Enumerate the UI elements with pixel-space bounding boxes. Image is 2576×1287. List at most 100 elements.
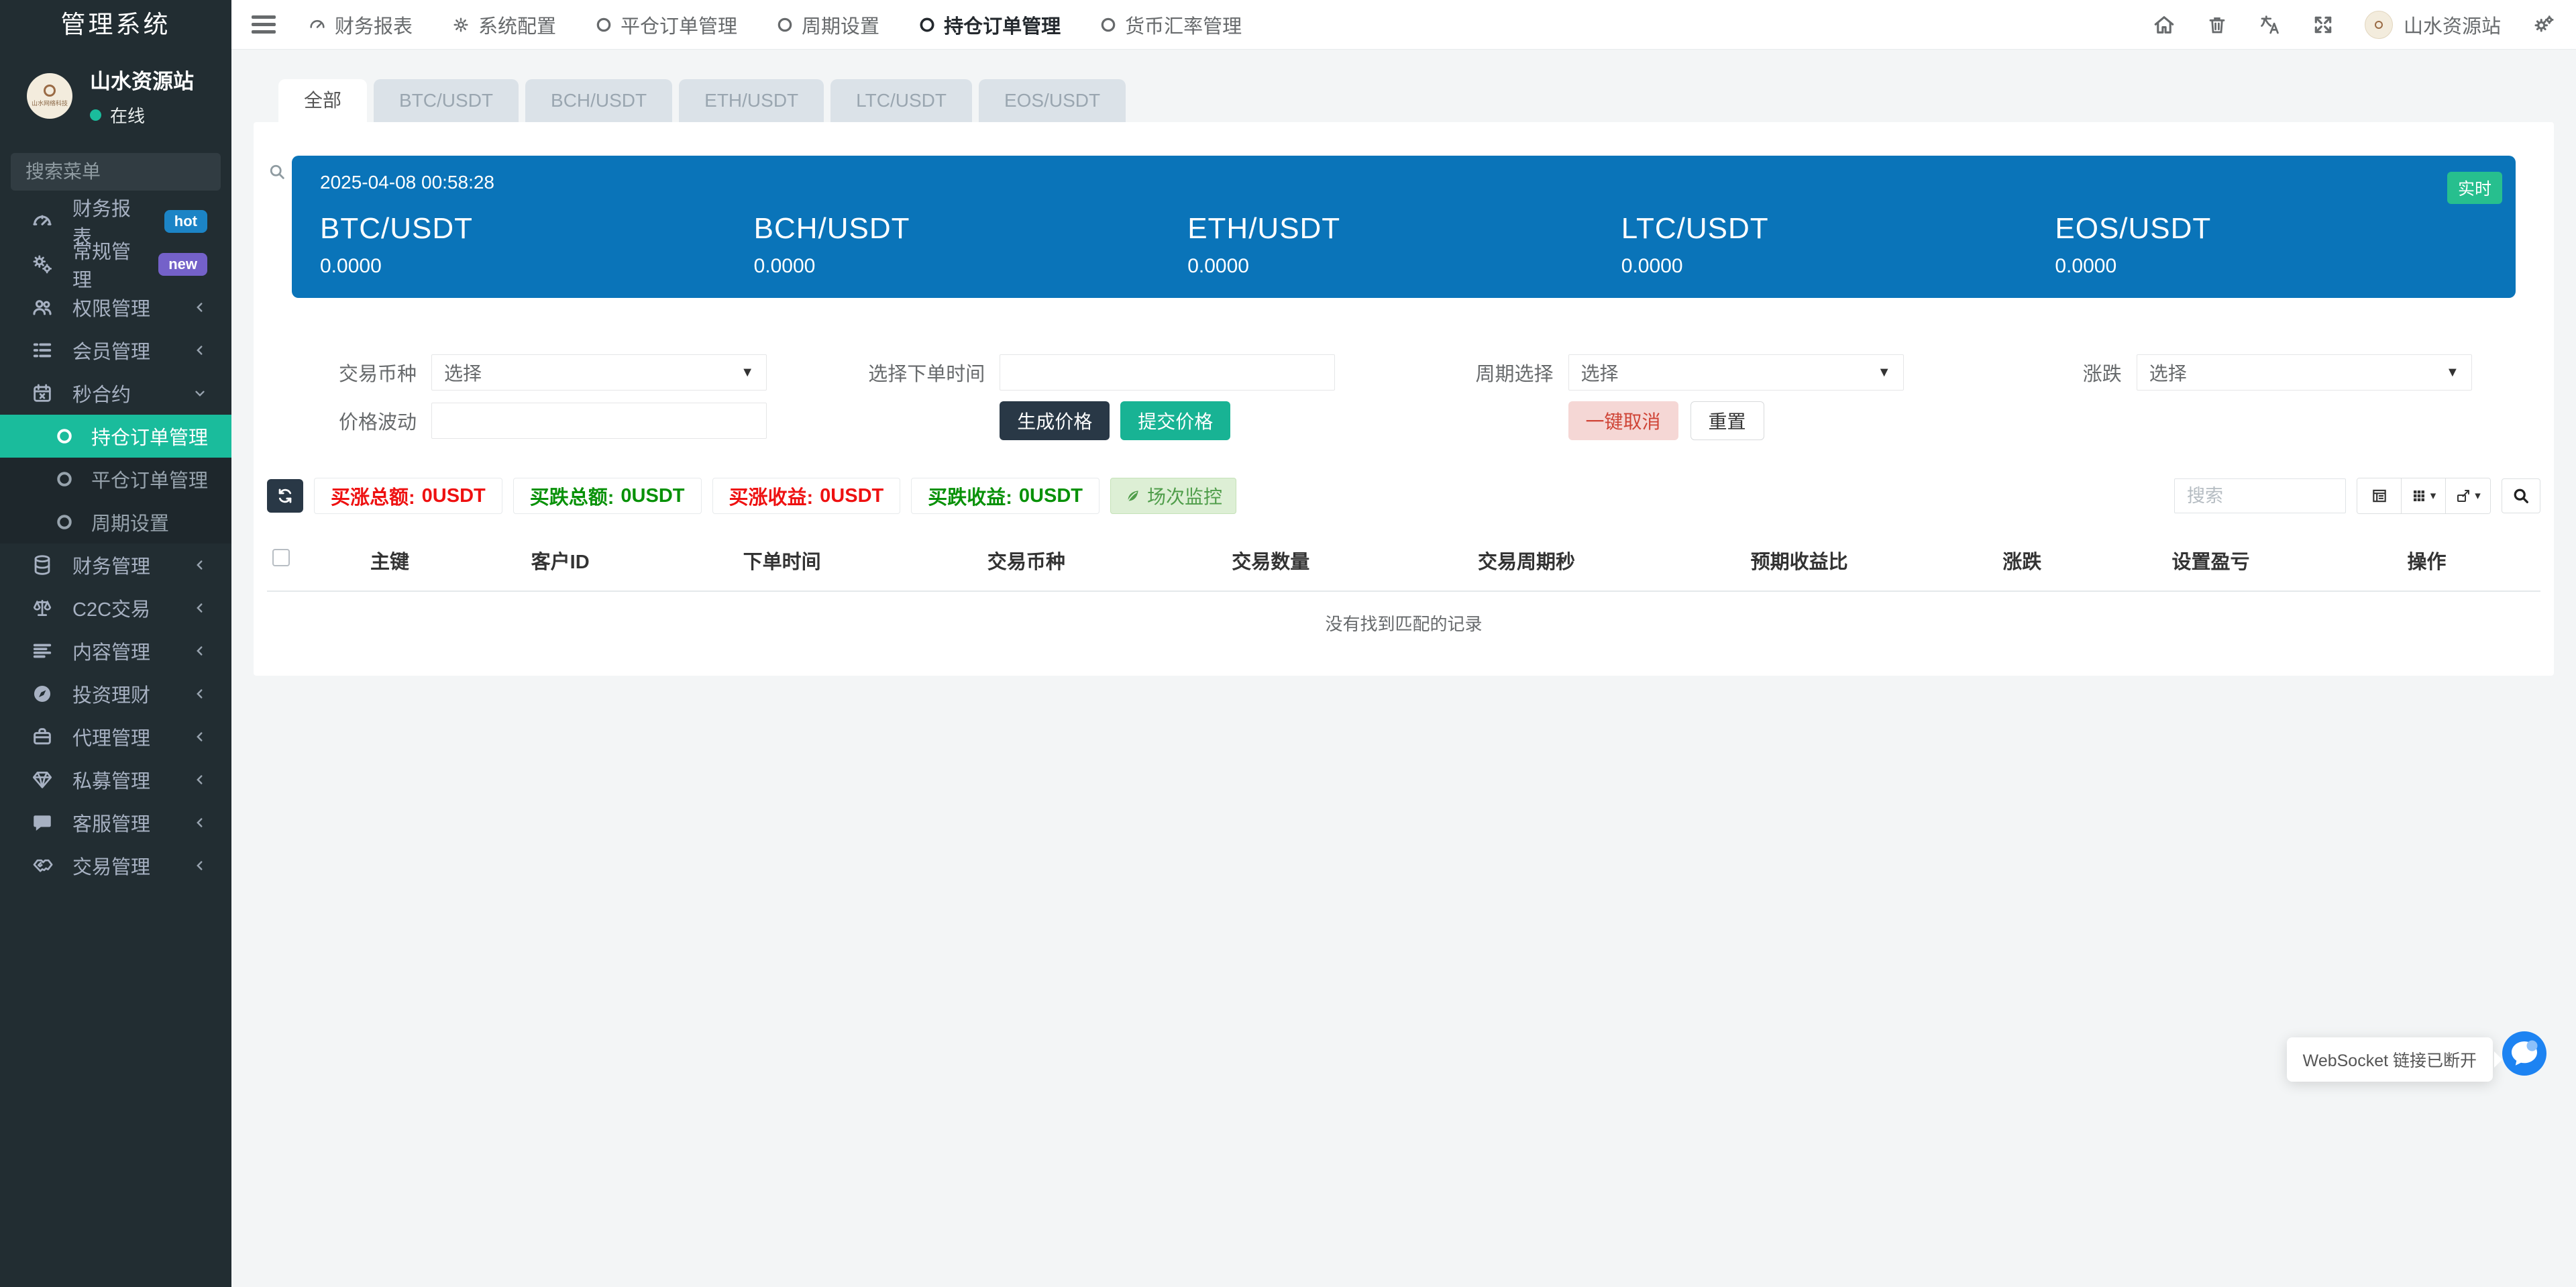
dashboard-icon — [33, 215, 52, 225]
chevron-left-icon — [197, 646, 203, 656]
reset-button[interactable]: 重置 — [1690, 401, 1764, 440]
tab-btc-usdt[interactable]: BTC/USDT — [374, 79, 519, 122]
tab-all[interactable]: 全部 — [278, 79, 368, 122]
export-button[interactable]: ▾ — [2446, 478, 2490, 513]
sidebar-item-holding-orders[interactable]: 持仓订单管理 — [0, 415, 231, 458]
topnav-item-system-config[interactable]: 系统配置 — [451, 11, 556, 39]
live-badge: 实时 — [2447, 172, 2502, 204]
topbar-user-menu[interactable]: 山水资源站 — [2364, 10, 2501, 39]
sidebar-item-support[interactable]: 客服管理 — [0, 801, 231, 844]
sidebar-item-period-settings[interactable]: 周期设置 — [0, 501, 231, 544]
hot-badge: hot — [164, 210, 207, 233]
menu-search-input[interactable] — [25, 161, 268, 183]
col-order-time: 下单时间 — [662, 533, 902, 592]
translate-icon[interactable] — [2259, 13, 2282, 36]
online-status-dot — [90, 109, 101, 121]
pair-quote: EOS/USDT 0.0000 — [2055, 212, 2489, 278]
topnav-item-label: 持仓订单管理 — [944, 15, 1061, 38]
refresh-icon — [278, 488, 292, 503]
tab-ltc-usdt[interactable]: LTC/USDT — [830, 79, 972, 122]
chat-widget-button[interactable] — [2502, 1031, 2546, 1076]
sidebar-item-finance-report[interactable]: 财务报表 hot — [0, 199, 231, 248]
sidebar-item-agent[interactable]: 代理管理 — [0, 715, 231, 758]
sidebar-item-trade-mgmt[interactable]: 交易管理 — [0, 844, 231, 887]
stats-toolbar: 买涨总额: 0USDT 买跌总额: 0USDT 买涨收益: 0USDT 买跌收益: 0U… — [267, 478, 2540, 514]
topbar: 财务报表 系统配置 平仓订单管理 周期设置 持仓订单管理 货币汇率管理 — [231, 0, 2576, 50]
topnav-item-exchange-rate[interactable]: 货币汇率管理 — [1099, 11, 1242, 39]
sidebar-item-label: 私募管理 — [72, 771, 151, 792]
pair-name: BTC/USDT — [320, 212, 473, 245]
sidebar-item-general[interactable]: 常规管理 new — [0, 242, 231, 291]
price-wave-input[interactable] — [431, 403, 767, 439]
price-wave-label: 价格波动 — [338, 412, 417, 433]
tab-eth-usdt[interactable]: ETH/USDT — [679, 79, 824, 122]
sidebar-item-content[interactable]: 内容管理 — [0, 629, 231, 672]
stat-buy-up-total: 买涨总额: 0USDT — [314, 478, 502, 514]
pair-value: 0.0000 — [2055, 255, 2117, 277]
sidebar-item-c2c[interactable]: C2C交易 — [0, 586, 231, 629]
pair-name: BCH/USDT — [753, 212, 910, 245]
sidebar-item-investment[interactable]: 投资理财 — [0, 672, 231, 715]
sidebar-item-second-contract[interactable]: 秒合约 — [0, 372, 231, 415]
currency-label: 交易币种 — [338, 364, 417, 385]
order-time-input[interactable] — [1000, 354, 1336, 391]
settings-gears-icon[interactable] — [2532, 13, 2556, 37]
sidebar-item-finance-mgmt[interactable]: 财务管理 — [0, 544, 231, 586]
topnav-item-holding-orders[interactable]: 持仓订单管理 — [918, 11, 1061, 39]
currency-select[interactable]: 选择 ▼ — [431, 354, 767, 391]
fullscreen-icon[interactable] — [2312, 14, 2334, 36]
table-search-input[interactable] — [2174, 478, 2346, 513]
pair-value: 0.0000 — [320, 255, 382, 277]
period-select[interactable]: 选择 ▼ — [1568, 354, 1904, 391]
cancel-all-button[interactable]: 一键取消 — [1568, 401, 1678, 440]
sidebar-item-label: C2C交易 — [72, 599, 151, 621]
calendar-icon — [34, 384, 51, 402]
search-button[interactable] — [2502, 478, 2540, 513]
sidebar-item-permissions[interactable]: 权限管理 — [0, 286, 231, 329]
sidebar-item-private-fund[interactable]: 私募管理 — [0, 758, 231, 801]
chevron-left-icon — [197, 346, 203, 355]
refresh-button[interactable] — [267, 479, 303, 513]
submit-price-button[interactable]: 提交价格 — [1120, 401, 1231, 440]
empty-state-text: 没有找到匹配的记录 — [1325, 614, 1483, 634]
tab-bch-usdt[interactable]: BCH/USDT — [525, 79, 673, 122]
comment-icon — [34, 815, 51, 831]
sidebar-item-members[interactable]: 会员管理 — [0, 329, 231, 372]
sidebar-nav: 财务报表 hot 常规管理 new 权限管理 会员管理 秒合约 持仓订单管理 — [0, 199, 231, 887]
topnav-item-closed-orders[interactable]: 平仓订单管理 — [595, 11, 737, 39]
toggle-view-button[interactable] — [2357, 478, 2402, 513]
menu-search[interactable] — [11, 153, 284, 191]
col-customer-id: 客户ID — [458, 533, 663, 592]
dashboard-icon — [310, 19, 325, 28]
user-profile[interactable]: 山水网络科技 山水资源站 在线 — [0, 50, 231, 137]
websocket-toast: WebSocket 链接已断开 — [2286, 1037, 2503, 1082]
col-period-seconds: 交易周期秒 — [1390, 533, 1663, 592]
pair-tabs: 全部 BTC/USDT BCH/USDT ETH/USDT LTC/USDT E… — [231, 50, 2576, 122]
chevron-left-icon — [197, 603, 203, 613]
pair-name: ETH/USDT — [1187, 212, 1341, 245]
second-contract-submenu: 持仓订单管理 平仓订单管理 周期设置 — [0, 415, 231, 544]
sidebar-item-closed-orders[interactable]: 平仓订单管理 — [0, 458, 231, 501]
grid-icon — [2413, 491, 2424, 501]
sidebar-toggle-button[interactable] — [252, 11, 276, 38]
caret-down-icon: ▼ — [2445, 364, 2459, 380]
users-icon — [33, 300, 52, 315]
updown-select[interactable]: 选择 ▼ — [2136, 354, 2472, 391]
sidebar-item-label: 投资理财 — [72, 685, 151, 707]
scale-icon — [33, 600, 52, 616]
period-label: 周期选择 — [1475, 364, 1554, 385]
topnav-item-period-settings[interactable]: 周期设置 — [776, 11, 879, 39]
filter-form: 交易币种 选择 ▼ 选择下单时间 周期选择 选择 ▼ — [267, 354, 2540, 440]
session-monitor-button[interactable]: 场次监控 — [1110, 478, 1237, 514]
tab-eos-usdt[interactable]: EOS/USDT — [978, 79, 1126, 122]
select-all-checkbox[interactable] — [272, 549, 290, 566]
sidebar-item-label: 持仓订单管理 — [91, 427, 209, 449]
trash-icon[interactable] — [2206, 14, 2228, 36]
home-icon[interactable] — [2153, 13, 2176, 36]
topnav-item-finance-report[interactable]: 财务报表 — [308, 11, 413, 39]
caret-down-icon: ▼ — [741, 364, 754, 380]
generate-price-button[interactable]: 生成价格 — [1000, 401, 1110, 440]
updown-label: 涨跌 — [2082, 364, 2122, 385]
columns-button[interactable]: ▾ — [2402, 478, 2446, 513]
topbar-user-name: 山水资源站 — [2403, 15, 2501, 38]
